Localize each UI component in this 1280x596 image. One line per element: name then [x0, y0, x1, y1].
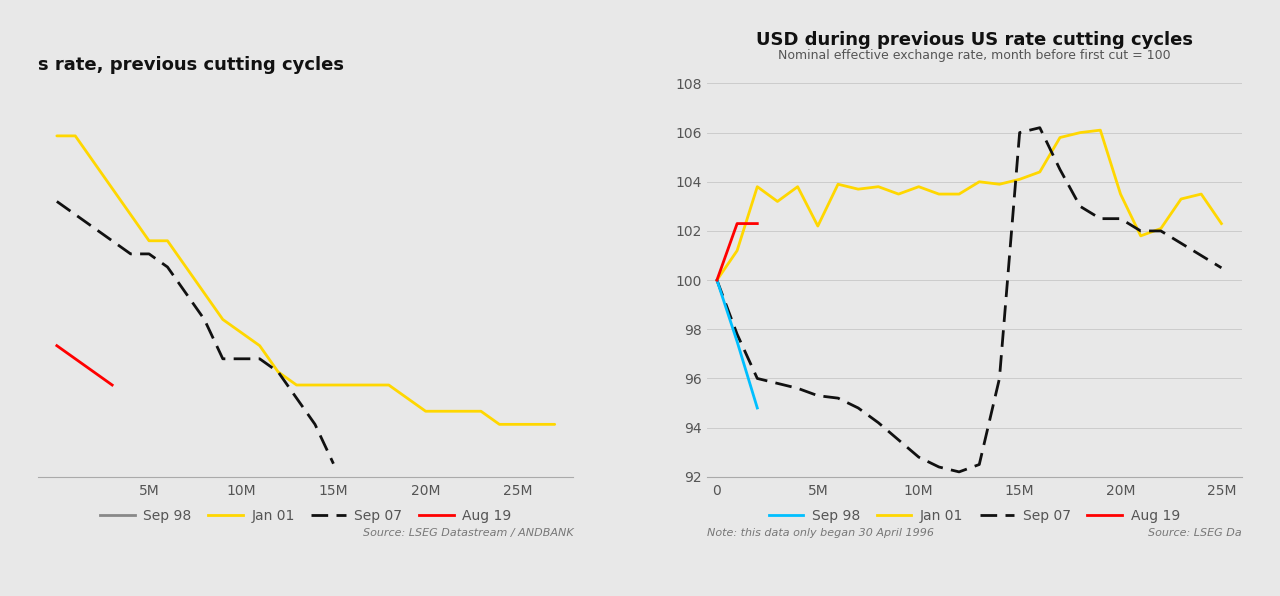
Text: Note: this data only began 30 April 1996: Note: this data only began 30 April 1996	[707, 528, 934, 538]
Legend: Sep 98, Jan 01, Sep 07, Aug 19: Sep 98, Jan 01, Sep 07, Aug 19	[763, 504, 1185, 529]
Text: Source: LSEG Datastream / ANDBANK: Source: LSEG Datastream / ANDBANK	[362, 528, 573, 538]
Text: Source: LSEG Da: Source: LSEG Da	[1148, 528, 1242, 538]
Title: USD during previous US rate cutting cycles: USD during previous US rate cutting cycl…	[755, 30, 1193, 48]
Legend: Sep 98, Jan 01, Sep 07, Aug 19: Sep 98, Jan 01, Sep 07, Aug 19	[95, 504, 517, 529]
Text: s rate, previous cutting cycles: s rate, previous cutting cycles	[38, 55, 344, 73]
Text: Nominal effective exchange rate, month before first cut = 100: Nominal effective exchange rate, month b…	[778, 49, 1170, 62]
